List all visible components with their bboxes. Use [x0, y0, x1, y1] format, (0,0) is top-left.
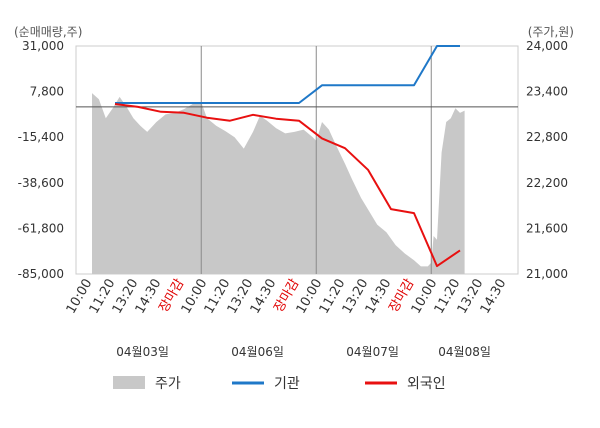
right-axis-tick-label: 22,800 — [526, 130, 568, 144]
right-axis-tick-label: 21,600 — [526, 221, 568, 235]
left-axis-tick-label: -38,600 — [18, 176, 64, 190]
date-labels: 04월03일 04월06일 04월07일 04월08일 — [116, 345, 491, 359]
x-axis-ticks: 10:0011:2013:2014:30장마감10:0011:2013:2014… — [64, 276, 510, 316]
left-axis-tick-label: 31,000 — [22, 39, 64, 53]
right-axis-unit: (주가,원) — [528, 25, 574, 39]
right-axis-tick-label: 21,000 — [526, 267, 568, 281]
legend: 주가 기관 외국인 — [113, 376, 446, 392]
date-label: 04월08일 — [438, 345, 491, 359]
legend-label-foreign: 외국인 — [407, 376, 446, 392]
gridline-layer — [76, 46, 518, 274]
series-line-foreign — [114, 103, 461, 268]
right-axis-ticks: 24,000 23,400 22,800 22,200 21,600 21,000 — [526, 39, 568, 281]
series-area-price — [92, 93, 465, 274]
date-label: 04월03일 — [116, 345, 169, 359]
legend-label-institution: 기관 — [274, 376, 300, 392]
left-axis-tick-label: -15,400 — [18, 130, 64, 144]
legend-item-foreign[interactable]: 외국인 — [365, 376, 446, 392]
date-label: 04월07일 — [346, 345, 399, 359]
price-area-layer — [92, 93, 465, 274]
left-axis-tick-label: 7,800 — [30, 85, 64, 99]
legend-label-price: 주가 — [155, 376, 181, 392]
date-label: 04월06일 — [231, 345, 284, 359]
legend-swatch-price — [113, 376, 145, 389]
series-line-institution — [115, 45, 460, 104]
legend-item-institution[interactable]: 기관 — [232, 376, 300, 392]
left-axis-ticks: 31,000 7,800 -15,400 -38,600 -61,800 -85,000 — [18, 39, 64, 281]
left-axis-tick-label: -85,000 — [18, 267, 64, 281]
left-axis-tick-label: -61,800 — [18, 221, 64, 235]
right-axis-tick-label: 22,200 — [526, 176, 568, 190]
series-line-layer — [114, 45, 461, 268]
legend-item-price[interactable]: 주가 — [113, 376, 181, 392]
left-axis-unit: (순매매량,주) — [14, 25, 82, 39]
right-axis-tick-label: 23,400 — [526, 85, 568, 99]
right-axis-tick-label: 24,000 — [526, 39, 568, 53]
